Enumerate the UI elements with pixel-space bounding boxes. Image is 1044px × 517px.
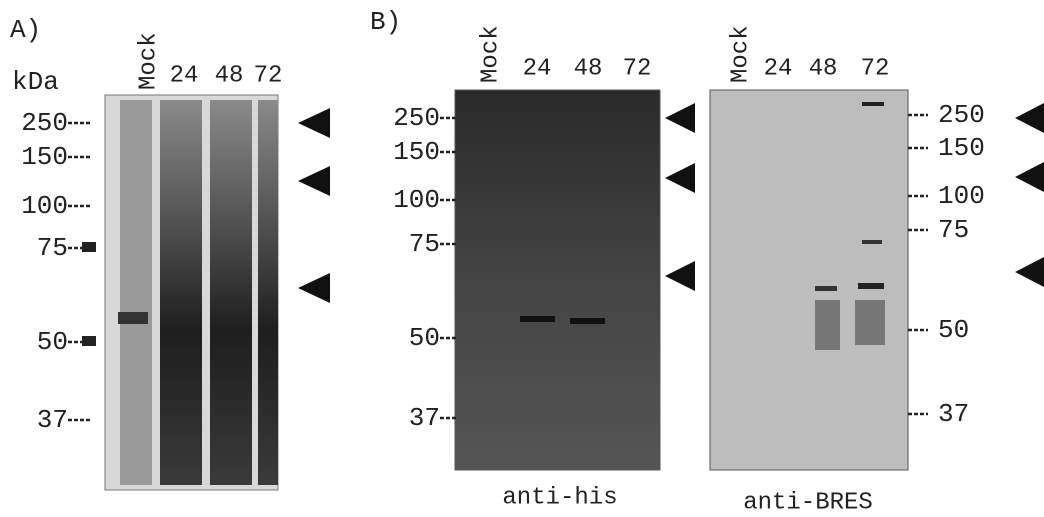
marker-label: 150 bbox=[938, 133, 985, 163]
lane-label: 72 bbox=[254, 62, 283, 89]
lane-label: Mock bbox=[727, 25, 754, 83]
marker-label: 75 bbox=[938, 215, 969, 245]
arrowheads-a bbox=[298, 108, 330, 303]
marker-label: 37 bbox=[409, 403, 440, 433]
lane-label: 72 bbox=[861, 55, 890, 82]
marker-label: 250 bbox=[21, 108, 68, 138]
lane-label: 48 bbox=[809, 55, 838, 82]
blot-his bbox=[454, 89, 661, 471]
blot-caption: anti-his bbox=[502, 484, 617, 511]
lane-label: 24 bbox=[764, 55, 793, 82]
lane-label: Mock bbox=[477, 25, 504, 83]
marker-label: 37 bbox=[37, 405, 68, 435]
unit-label: kDa bbox=[12, 67, 59, 97]
marker-label: 37 bbox=[938, 399, 969, 429]
lane-label: Mock bbox=[135, 32, 162, 90]
marker-label: 50 bbox=[37, 327, 68, 357]
marker-label: 100 bbox=[938, 181, 985, 211]
gel-a bbox=[82, 94, 279, 491]
marker-label: 75 bbox=[37, 233, 68, 263]
blot-caption: anti-BRES bbox=[743, 489, 873, 516]
lane-label: 24 bbox=[523, 55, 552, 82]
marker-label: 150 bbox=[21, 142, 68, 172]
arrowheads-b bbox=[665, 103, 1044, 291]
marker-label: 100 bbox=[21, 191, 68, 221]
panel-label: A) bbox=[10, 15, 41, 45]
blot-bres bbox=[709, 89, 909, 471]
panel-label: B) bbox=[370, 7, 401, 37]
marker-label: 250 bbox=[393, 103, 440, 133]
marker-label: 100 bbox=[393, 185, 440, 215]
marker-label: 75 bbox=[409, 229, 440, 259]
marker-label: 50 bbox=[409, 323, 440, 353]
lane-label: 24 bbox=[170, 62, 199, 89]
lane-label: 48 bbox=[574, 55, 603, 82]
lane-label: 72 bbox=[623, 55, 652, 82]
marker-label: 50 bbox=[938, 315, 969, 345]
lane-label: 48 bbox=[215, 62, 244, 89]
marker-label: 250 bbox=[938, 100, 985, 130]
marker-label: 150 bbox=[393, 137, 440, 167]
